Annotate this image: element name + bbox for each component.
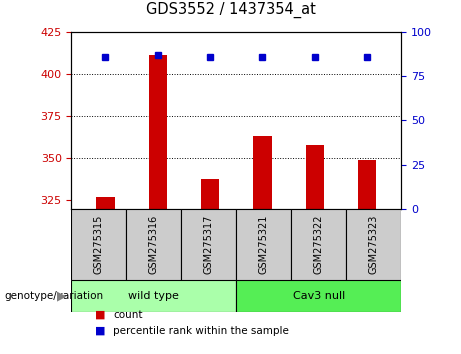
Bar bbox=[253, 136, 272, 209]
Bar bbox=[71, 209, 126, 280]
Bar bbox=[291, 209, 346, 280]
Text: ▶: ▶ bbox=[57, 289, 67, 302]
Text: GSM275315: GSM275315 bbox=[94, 215, 104, 274]
Text: GSM275316: GSM275316 bbox=[149, 215, 159, 274]
Bar bbox=[236, 209, 291, 280]
Text: Cav3 null: Cav3 null bbox=[293, 291, 345, 301]
Text: GSM275317: GSM275317 bbox=[204, 215, 214, 274]
Text: count: count bbox=[113, 310, 142, 320]
Text: GSM275323: GSM275323 bbox=[369, 215, 378, 274]
Bar bbox=[358, 160, 376, 209]
Bar bbox=[201, 178, 219, 209]
Text: GSM275321: GSM275321 bbox=[259, 215, 269, 274]
Text: GDS3552 / 1437354_at: GDS3552 / 1437354_at bbox=[146, 1, 315, 18]
Text: ■: ■ bbox=[95, 310, 105, 320]
Bar bbox=[236, 280, 401, 312]
Bar bbox=[126, 209, 181, 280]
Bar bbox=[346, 209, 401, 280]
Bar bbox=[181, 209, 236, 280]
Bar bbox=[306, 145, 324, 209]
Bar bbox=[96, 197, 115, 209]
Text: percentile rank within the sample: percentile rank within the sample bbox=[113, 326, 289, 336]
Text: genotype/variation: genotype/variation bbox=[5, 291, 104, 301]
Text: GSM275322: GSM275322 bbox=[313, 215, 324, 274]
Bar bbox=[71, 280, 236, 312]
Text: ■: ■ bbox=[95, 326, 105, 336]
Text: wild type: wild type bbox=[129, 291, 179, 301]
Bar bbox=[148, 56, 167, 209]
